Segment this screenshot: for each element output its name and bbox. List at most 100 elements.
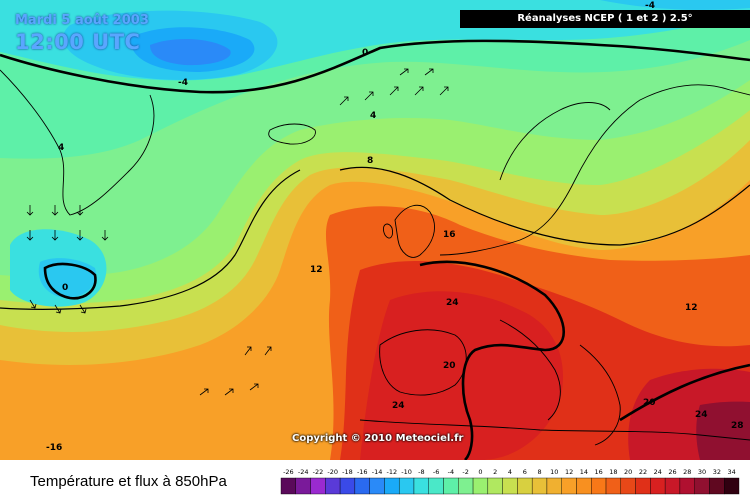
legend-color-swatch <box>310 477 326 495</box>
map-title: Température et flux à 850hPa <box>30 473 227 490</box>
isotherm-label: 4 <box>370 111 376 121</box>
iberia-coast <box>379 329 467 396</box>
legend-tick-label: 4 <box>508 468 512 476</box>
legend-tick-label: -26 <box>283 468 294 476</box>
isotherm-labels: -4 0 -4 4 4 8 12 16 24 20 24 20 24 28 12… <box>46 1 744 453</box>
legend-tick-label: 30 <box>698 468 706 476</box>
isotherm-0-atlantic <box>43 262 97 300</box>
legend-color-swatch <box>354 477 370 495</box>
legend-color-swatch <box>384 477 400 495</box>
legend-tick-label: -10 <box>401 468 412 476</box>
wind-arrows-north <box>339 68 449 106</box>
isotherm-lines-bold <box>0 39 750 460</box>
legend-color-swatch <box>369 477 385 495</box>
isotherm-label: -16 <box>46 443 62 453</box>
temperature-map: -4 0 -4 4 4 8 12 16 24 20 24 20 24 28 12… <box>0 0 750 460</box>
legend-color-swatch <box>458 477 474 495</box>
legend-color-swatch <box>576 477 592 495</box>
legend-tick-label: 26 <box>668 468 676 476</box>
legend-color-swatch <box>339 477 356 495</box>
legend-color-swatch <box>709 477 725 495</box>
isotherm-lines-thin <box>0 166 750 310</box>
legend-tick-label: -20 <box>327 468 338 476</box>
legend-tick-label: 14 <box>580 468 588 476</box>
legend-color-swatch <box>280 477 296 495</box>
isotherm-label: 4 <box>58 143 64 153</box>
wind-arrows-south <box>199 346 272 396</box>
isotherm-label: 0 <box>362 48 368 58</box>
legend-color-swatch <box>635 477 651 495</box>
legend-tick-label: 16 <box>595 468 603 476</box>
legend-tick-label: 34 <box>727 468 735 476</box>
north-africa-coast <box>359 419 750 441</box>
isotherm-label: 0 <box>62 283 68 293</box>
legend-color-swatch <box>443 477 459 495</box>
scandinavia-coast <box>499 102 611 181</box>
legend-color-swatch <box>295 477 311 495</box>
europe-north-coast <box>439 84 750 256</box>
isotherm-label: 24 <box>392 401 405 411</box>
iceland-coast <box>268 123 316 145</box>
isotherm-20-east <box>619 363 750 422</box>
legend-color-swatch <box>724 477 740 495</box>
copyright-notice: Copyright © 2010 Meteociel.fr <box>292 433 464 444</box>
legend-tick-label: -6 <box>433 468 439 476</box>
legend-color-swatch <box>591 477 607 495</box>
legend-color-swatch <box>605 477 622 495</box>
legend-tick-label: 18 <box>609 468 617 476</box>
isotherm-20-west <box>419 260 566 460</box>
isotherm-label: -4 <box>645 1 655 11</box>
legend-tick-label: 22 <box>639 468 647 476</box>
isotherm-label: 12 <box>310 265 323 275</box>
isotherm-label: 16 <box>443 230 456 240</box>
wind-arrows-atlantic <box>26 205 109 314</box>
isotherm-0 <box>0 39 750 94</box>
balkans-coast <box>579 344 621 446</box>
isotherm-8 <box>339 166 750 246</box>
legend-color-swatch <box>546 477 562 495</box>
italy-coast <box>499 319 561 421</box>
legend-color-swatch <box>413 477 429 495</box>
isotherm-label: 28 <box>731 421 744 431</box>
legend-color-swatch <box>428 477 444 495</box>
legend-color-swatch <box>398 477 415 495</box>
legend-color-swatch <box>694 477 710 495</box>
legend-color-swatch <box>620 477 636 495</box>
isotherm-label: 8 <box>367 156 373 166</box>
legend-tick-label: 20 <box>624 468 632 476</box>
legend-tick-label: 32 <box>713 468 721 476</box>
legend-color-swatch <box>561 477 577 495</box>
legend-tick-label: -24 <box>298 468 309 476</box>
legend-color-swatch <box>531 477 548 495</box>
legend-color-swatch <box>487 477 503 495</box>
legend-tick-label: 8 <box>537 468 541 476</box>
ireland-coast <box>382 223 393 239</box>
legend-color-swatch <box>502 477 518 495</box>
legend-tick-label: -8 <box>418 468 424 476</box>
britain-coast <box>394 204 435 258</box>
heat-core-southeast-peak <box>696 401 750 460</box>
legend-color-swatch <box>679 477 695 495</box>
legend-tick-label: -4 <box>448 468 454 476</box>
legend-color-swatch <box>472 477 489 495</box>
legend-color-swatch <box>325 477 341 495</box>
legend-color-swatch <box>517 477 533 495</box>
isotherm-12 <box>0 169 301 310</box>
isotherm-label: -4 <box>178 78 188 88</box>
legend-tick-label: 12 <box>565 468 573 476</box>
legend-tick-label: -14 <box>372 468 383 476</box>
cold-core-inner <box>150 38 231 66</box>
legend-tick-label: -2 <box>462 468 468 476</box>
color-legend: -26 -24 -22 -20 -18 -16 -14 -12 -10 -8 -6 -4 -2 0 2 4 6 8… <box>280 468 740 495</box>
legend-tick-label: 0 <box>478 468 482 476</box>
isotherm-label: 20 <box>643 398 656 408</box>
greenland-coast <box>0 69 155 216</box>
legend-tick-label: 6 <box>523 468 527 476</box>
cold-area-northeast <box>600 0 750 10</box>
isotherm-label: 24 <box>695 410 708 420</box>
legend-color-swatch <box>650 477 666 495</box>
legend-tick-label: 10 <box>550 468 558 476</box>
isotherm-label: 24 <box>446 298 459 308</box>
data-source-banner: Réanalyses NCEP ( 1 et 2 ) 2.5° <box>460 10 750 28</box>
